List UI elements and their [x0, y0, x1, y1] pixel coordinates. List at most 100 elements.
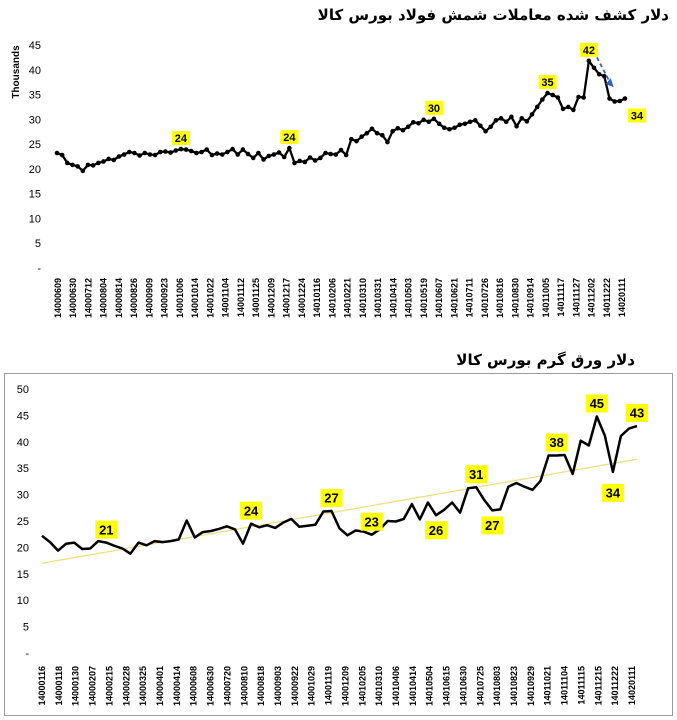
x-tick-label: 14010503: [404, 278, 414, 318]
x-tick-label: 14010711: [465, 278, 475, 318]
data-point: [59, 152, 65, 158]
trend-line: [41, 458, 638, 564]
data-label: 21: [99, 522, 113, 537]
data-point: [581, 95, 586, 100]
data-point: [622, 96, 628, 101]
x-tick-label: 14011202: [587, 278, 597, 318]
data-label: 26: [429, 523, 443, 538]
x-tick-label: 14000630: [68, 278, 78, 318]
x-tick-label: 14000712: [83, 278, 93, 318]
x-tick-label: 14001217: [282, 278, 292, 318]
x-tick-label: 14000608: [189, 666, 199, 706]
x-tick-label: 14000207: [88, 666, 98, 706]
data-point: [90, 163, 96, 168]
x-tick-label: 14001029: [307, 666, 317, 706]
x-tick-label: 14000630: [206, 666, 216, 706]
data-point: [65, 160, 70, 166]
x-tick-label: 14011222: [602, 278, 612, 318]
data-point: [230, 146, 235, 152]
x-tick-label: 14000922: [290, 666, 300, 706]
x-tick-label: 14010816: [495, 278, 505, 318]
x-tick-label: 14000814: [114, 278, 124, 318]
data-point: [385, 139, 390, 145]
data-point: [354, 138, 359, 144]
data-point: [462, 121, 468, 127]
data-label-box: [579, 42, 598, 57]
y-tick-label: 40: [29, 65, 41, 77]
data-point: [245, 151, 251, 157]
y-tick-label: 45: [29, 40, 41, 52]
data-point: [349, 136, 354, 142]
data-point: [524, 119, 530, 124]
chart1-y-axis: - 5 10 15 20 25 30 35 40 45: [29, 40, 42, 275]
chart2-title: دلار ورق گرم بورس کالا: [456, 351, 635, 369]
x-tick-label: 14011104: [560, 666, 570, 705]
x-tick-label: 14010221: [343, 278, 353, 318]
x-tick-label: 14000130: [71, 666, 81, 706]
x-tick-label: 14001119: [324, 666, 334, 705]
x-tick-label: 14000414: [172, 666, 182, 706]
y-tick-label: 20: [17, 542, 29, 554]
trend-arrow-line: [596, 56, 612, 85]
data-label-box: [95, 520, 118, 539]
data-point: [250, 155, 256, 161]
data-label-box: [424, 100, 443, 115]
data-point: [173, 148, 179, 153]
series-line: [41, 415, 638, 555]
data-label-box: [171, 131, 190, 146]
data-point: [75, 164, 80, 169]
x-tick-label: 14010414: [388, 278, 398, 318]
x-tick-label: 14011127: [571, 278, 581, 317]
data-point: [374, 130, 380, 136]
data-point: [447, 126, 452, 132]
data-point: [126, 149, 132, 155]
data-point: [235, 152, 241, 157]
data-point: [472, 118, 478, 123]
x-tick-label: 14010725: [475, 666, 485, 706]
data-point: [540, 97, 545, 102]
x-tick-label: 14011215: [593, 666, 603, 706]
data-point: [302, 159, 308, 165]
data-point: [281, 154, 287, 160]
x-tick-label: 14001014: [190, 278, 200, 318]
y-tick-label: 40: [17, 437, 29, 449]
data-point: [596, 71, 602, 77]
data-point: [214, 151, 220, 156]
x-tick-label: 14000325: [138, 666, 148, 706]
x-tick-label: 14010615: [442, 666, 452, 706]
data-point: [364, 130, 370, 136]
y-tick-label: 35: [29, 90, 41, 102]
x-tick-label: 14010830: [510, 278, 520, 318]
data-point: [168, 150, 173, 155]
x-tick-label: 14000118: [54, 666, 64, 706]
data-point: [534, 104, 540, 110]
data-point: [550, 92, 556, 98]
y-tick-label: 30: [17, 490, 29, 502]
data-point: [271, 152, 277, 157]
data-point: [292, 160, 297, 166]
data-point: [607, 96, 612, 101]
x-tick-label: 14000818: [256, 666, 266, 706]
data-point: [204, 147, 210, 152]
x-tick-label: 14000903: [273, 666, 283, 706]
y-tick-label: 10: [29, 213, 41, 225]
x-tick-label: 14001112: [236, 278, 246, 317]
data-point: [307, 155, 313, 160]
data-point: [106, 156, 111, 162]
x-tick-label: 14000909: [144, 278, 154, 318]
data-label-box: [585, 394, 608, 413]
data-label-box: [628, 108, 646, 123]
data-point: [85, 162, 91, 168]
data-point: [54, 150, 60, 156]
data-point: [431, 116, 437, 122]
data-point: [457, 122, 463, 128]
x-tick-label: 14010823: [509, 666, 519, 706]
x-tick-label: 14000228: [121, 666, 131, 706]
data-point: [591, 65, 597, 71]
x-tick-label: 14010914: [526, 278, 536, 318]
data-point: [602, 73, 607, 79]
x-tick-label: 14010310: [358, 278, 368, 318]
x-tick-label: 14011117: [556, 278, 566, 317]
data-point: [405, 124, 411, 130]
data-label-box: [240, 501, 263, 520]
